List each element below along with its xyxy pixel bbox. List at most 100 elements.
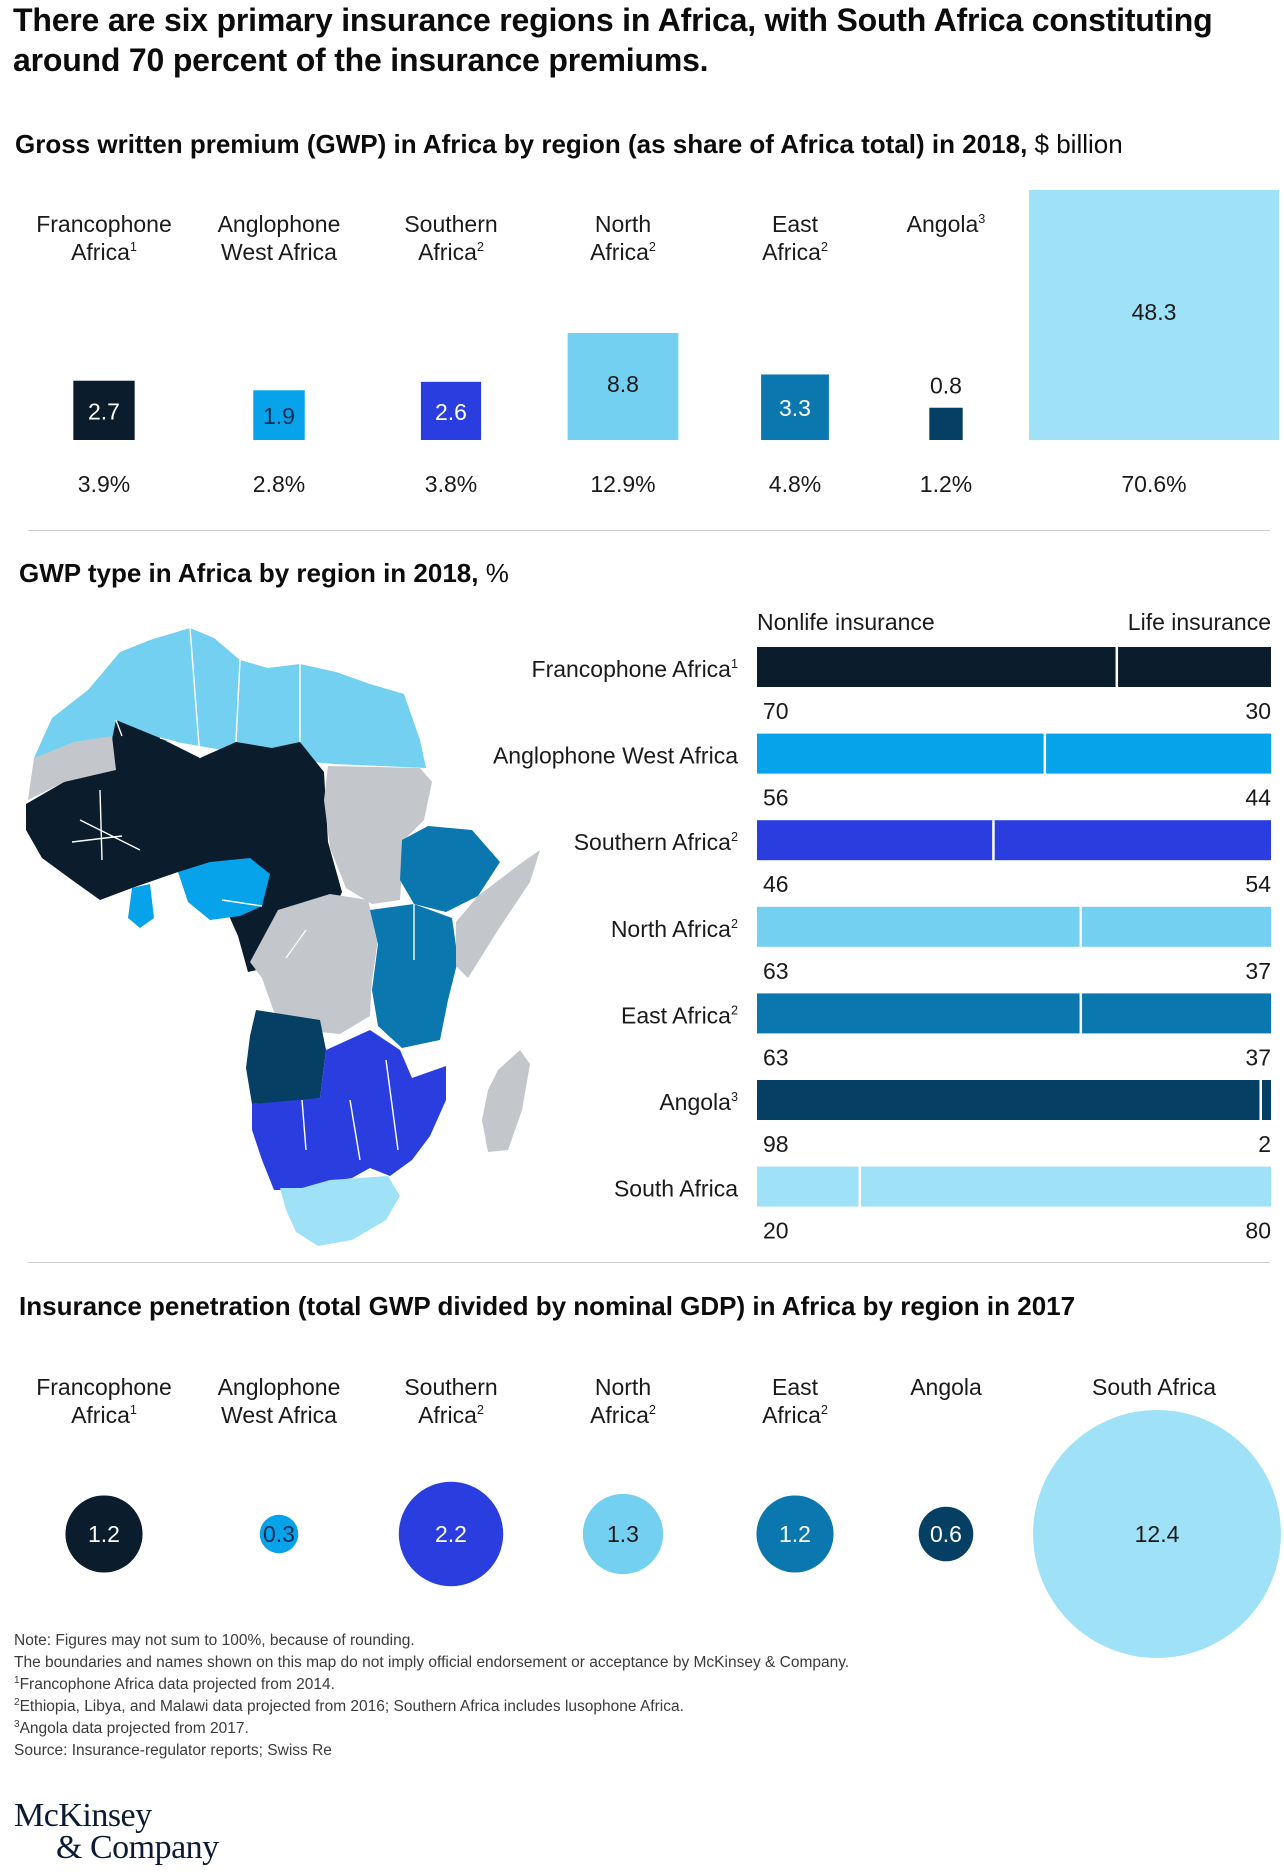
penetration-category-label: West Africa [221,1402,337,1428]
gwp-category-label: Africa2 [590,239,656,265]
life-bar-segment [1260,1080,1271,1120]
africa-map [26,627,540,1246]
gwp-value-label: 1.9 [263,403,295,429]
gwp-category-label: Southern [404,211,497,237]
penetration-bubble [259,1514,299,1554]
life-bar-segment [1116,647,1271,687]
life-value-label: 44 [1245,785,1271,811]
penetration-value-label: 0.3 [263,1521,295,1547]
life-bar-segment [993,820,1271,861]
legend-nonlife: Nonlife insurance [757,609,935,635]
penetration-category-label: Francophone [36,1374,172,1400]
gwp-bar [420,381,482,440]
footnote-3-marker: 3 [14,1719,20,1730]
penetration-category-label: Africa2 [418,1402,484,1428]
gwp-value-label: 8.8 [607,371,639,397]
gwp-share-label: 12.9% [590,471,655,497]
gwp-type-row-label: Southern Africa2 [574,829,738,855]
divider [28,1262,1270,1263]
penetration-category-label: East [772,1374,819,1400]
gwp-type-title-main: GWP type in Africa by region in 2018, [19,558,479,588]
gwp-type-row-label: Angola3 [659,1089,738,1115]
life-bar-segment [1080,993,1271,1034]
gwp-type-chart-title: GWP type in Africa by region in 2018, % [19,557,509,589]
nonlife-bar-segment [757,820,994,861]
footnote-1-marker: 1 [14,1675,20,1686]
gwp-bar [761,374,829,440]
footnote-2: 2Ethiopia, Libya, and Malawi data projec… [14,1696,1234,1718]
penetration-bubble [65,1495,143,1573]
gwp-type-title-unit: % [478,558,509,588]
headline: There are six primary insurance regions … [13,2,1213,78]
map-madagascar [482,1050,530,1152]
gwp-share-label: 3.9% [78,471,130,497]
map-other-west [28,736,116,800]
gwp-category-label: Africa2 [418,239,484,265]
nonlife-bar-segment [757,647,1117,687]
map-borders [71,627,415,1161]
gwp-bar [73,380,135,440]
footnotes: Note: Figures may not sum to 100%, becau… [14,1630,1234,1762]
nonlife-bar-segment [757,733,1045,774]
life-value-label: 37 [1245,958,1271,984]
logo-line-1: McKinsey [14,1797,152,1834]
gwp-type-row-label: South Africa [614,1176,738,1202]
map-other-somalia [456,850,540,978]
source-line: Source: Insurance-regulator reports; Swi… [14,1742,332,1759]
nonlife-value-label: 20 [763,1218,789,1244]
life-value-label: 80 [1245,1218,1271,1244]
gwp-type-row-label: East Africa2 [621,1002,738,1028]
penetration-value-label: 12.4 [1135,1521,1180,1547]
nonlife-value-label: 63 [763,958,789,984]
penetration-value-label: 0.6 [930,1521,962,1547]
penetration-category-label: Africa2 [762,1402,828,1428]
life-value-label: 2 [1258,1131,1271,1157]
penetration-bubble [918,1506,974,1562]
gwp-value-label: 2.7 [88,398,120,424]
penetration-category-label: North [595,1374,651,1400]
note-boundaries: The boundaries and names shown on this m… [14,1654,850,1671]
gwp-chart-title-unit: $ billion [1027,129,1123,159]
nonlife-value-label: 46 [763,871,789,897]
gwp-category-label: East [772,211,819,237]
map-angola [246,1010,326,1104]
footnote-2-text: Ethiopia, Libya, and Malawi data project… [19,1698,684,1715]
map-anglophone-nigeria [178,858,270,920]
gwp-category-label: Francophone [36,211,172,237]
footnote-3: 3Angola data projected from 2017. [14,1718,1234,1740]
penetration-bubble [398,1481,504,1587]
map-other-sudan [324,766,432,904]
gwp-category-label: Africa1 [71,239,137,265]
gwp-value-label: 0.8 [930,373,962,399]
gwp-category-label: Africa2 [762,239,828,265]
footnote-1: 1Francophone Africa data projected from … [14,1674,1234,1696]
life-bar-segment [1044,733,1271,774]
mckinsey-logo: McKinsey & Company [14,1797,219,1865]
gwp-type-stacked-bar-chart: Nonlife insurance Life insurance Francopho… [493,609,1271,1244]
gwp-value-label: 3.3 [779,395,811,421]
gwp-bar [567,332,679,440]
life-value-label: 30 [1245,698,1271,724]
gwp-type-row-label: North Africa2 [611,916,738,942]
footnote-1-text: Francophone Africa data projected from 2… [19,1676,335,1693]
gwp-share-label: 70.6% [1121,471,1186,497]
gwp-category-label: Anglophone [218,211,341,237]
penetration-category-label: Africa1 [71,1402,137,1428]
life-value-label: 54 [1245,871,1271,897]
life-bar-segment [1080,906,1271,947]
penetration-bubble [1033,1410,1281,1658]
penetration-category-label: Angola [910,1374,982,1400]
penetration-bubble [756,1495,834,1573]
penetration-value-label: 1.2 [779,1521,811,1547]
map-east-ethiopia [400,826,500,912]
gwp-bar [1029,190,1279,440]
divider [28,530,1270,531]
nonlife-bar-segment [757,1080,1261,1120]
nonlife-value-label: 70 [763,698,789,724]
nonlife-bar-segment [757,906,1081,947]
penetration-category-label: Anglophone [218,1374,341,1400]
legend-life: Life insurance [1128,609,1271,635]
gwp-share-label: 4.8% [769,471,821,497]
note-rounding: Note: Figures may not sum to 100%, becau… [14,1632,415,1649]
